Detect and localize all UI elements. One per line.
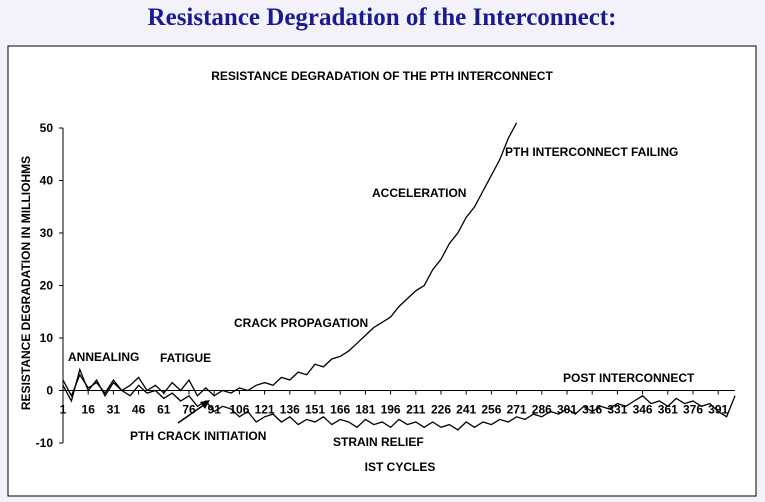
- x-tick-label: 151: [305, 403, 325, 417]
- x-tick-label: 76: [182, 403, 196, 417]
- x-tick-label: 256: [481, 403, 501, 417]
- x-tick-label: 211: [406, 403, 426, 417]
- annotation: CRACK PROPAGATION: [234, 316, 368, 330]
- y-axis-label: RESISTANCE DEGRADATION IN MILLIOHMS: [19, 156, 33, 410]
- annotation: ANNEALING: [68, 350, 139, 364]
- data-line: [62, 367, 736, 431]
- x-tick-label: 316: [582, 403, 602, 417]
- x-tick-label: 46: [132, 403, 146, 417]
- x-tick-label: 181: [355, 403, 375, 417]
- x-tick-label: 331: [607, 403, 627, 417]
- chart-frame: [7, 45, 757, 497]
- x-tick-label: 16: [82, 403, 96, 417]
- x-tick-label: 346: [633, 403, 653, 417]
- annotation: ACCELERATION: [372, 186, 466, 200]
- x-tick-label: 361: [658, 403, 678, 417]
- y-tick-label: 20: [40, 279, 54, 293]
- slide-title: Resistance Degradation of the Interconne…: [148, 4, 617, 31]
- y-tick-label: 50: [40, 121, 54, 135]
- annotation: PTH INTERCONNECT FAILING: [505, 145, 678, 159]
- y-tick-label: 0: [46, 384, 53, 398]
- data-line: [62, 122, 518, 398]
- annotation: PTH CRACK INITIATION: [130, 429, 266, 443]
- x-tick-label: 196: [381, 403, 401, 417]
- y-tick-label: 10: [40, 331, 54, 345]
- y-tick-label: -10: [36, 436, 54, 450]
- x-tick-label: 271: [507, 403, 527, 417]
- x-tick-label: 121: [255, 403, 275, 417]
- annotation: STRAIN RELIEF: [333, 435, 424, 449]
- x-tick-label: 91: [208, 403, 222, 417]
- x-tick-label: 226: [431, 403, 451, 417]
- x-tick-label: 1: [60, 403, 67, 417]
- x-axis-label: IST CYCLES: [365, 460, 436, 474]
- annotation: POST INTERCONNECT: [563, 371, 695, 385]
- y-tick-label: 30: [40, 226, 54, 240]
- annotation: FATIGUE: [160, 351, 211, 365]
- chart-title: RESISTANCE DEGRADATION OF THE PTH INTERC…: [211, 69, 553, 83]
- y-tick-label: 40: [40, 174, 54, 188]
- x-tick-label: 136: [280, 403, 300, 417]
- x-tick-label: 376: [683, 403, 703, 417]
- x-tick-label: 61: [157, 403, 171, 417]
- x-tick-label: 31: [107, 403, 121, 417]
- x-tick-label: 166: [330, 403, 350, 417]
- x-tick-label: 241: [456, 403, 476, 417]
